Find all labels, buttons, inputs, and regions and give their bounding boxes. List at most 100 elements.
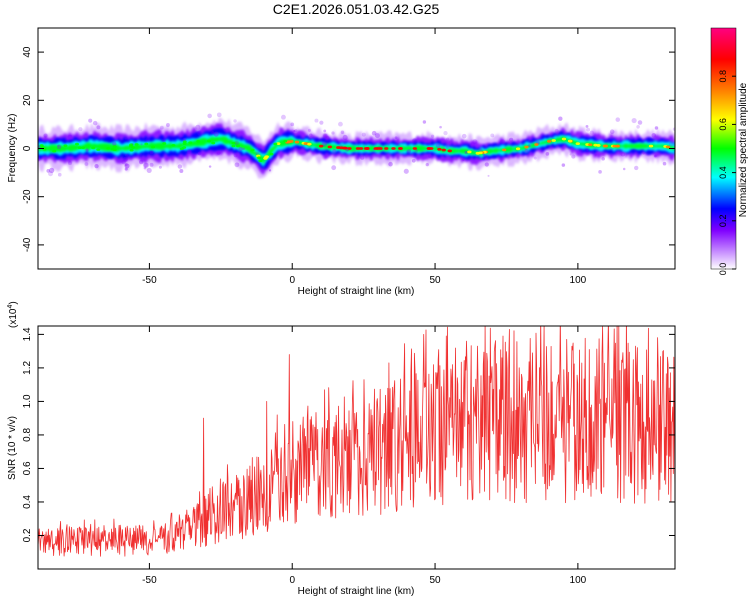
spectrogram-speckle (238, 146, 243, 152)
spectrogram-peak-spot (355, 147, 361, 150)
spectrogram-speckle (435, 143, 441, 149)
spectrogram-speckle (67, 161, 73, 166)
spectrogram-peak-spot (547, 139, 552, 143)
spectrogram-peak-spot (283, 139, 288, 143)
spectrogram-speckle (149, 162, 154, 167)
spectrogram-speckle (484, 162, 489, 167)
spectrogram-speckle (145, 137, 151, 142)
snr-multiplier-close: ) (8, 301, 19, 304)
spectrogram-speckle (309, 133, 313, 137)
spectrogram-speckle (138, 159, 144, 165)
spectrogram-speckle (361, 132, 366, 137)
spectrogram-speckle (533, 156, 537, 160)
spectrogram-peak-spot (561, 137, 567, 141)
spectrogram-speckle (439, 125, 442, 129)
spectrogram-speckle (216, 150, 221, 155)
spectrogram-heatmap (38, 112, 675, 179)
spectrogram-speckle (255, 151, 260, 156)
spectrogram-speckle (422, 120, 427, 124)
spectrogram-speckle (637, 120, 643, 125)
snr-panel: -50 0 50 100 0.2 0.4 0.6 0.8 1.0 1.2 1.4 Height o… (7, 301, 676, 597)
spectrogram-peak-spot (110, 147, 115, 151)
spectrogram-speckle (233, 119, 237, 123)
spectrogram-speckle (213, 131, 219, 137)
spectrogram-speckle (43, 133, 48, 138)
spectrogram-speckle (662, 161, 667, 166)
colorbar-tick-label: 0.6 (718, 118, 728, 131)
spectrogram-peak-spot (162, 142, 167, 145)
spectrogram-peak-spot (596, 144, 601, 147)
snr-multiplier: (x104) (7, 301, 19, 328)
spectrogram-speckle (651, 133, 656, 138)
spectrogram-peak-spot (40, 145, 45, 149)
spectrogram-speckle (307, 128, 311, 132)
spectrogram-speckle (46, 169, 51, 173)
spectrogram-speckle (554, 128, 559, 134)
spectrogram-peak-spot (501, 148, 507, 152)
spectrogram-speckle (360, 155, 365, 160)
snr-y-ticks: 0.2 0.4 0.6 0.8 1.0 1.2 1.4 (22, 327, 675, 542)
spectrogram-speckle (67, 134, 73, 140)
spectrogram-speckle (586, 148, 589, 151)
spectrogram-speckle (146, 167, 152, 173)
spectrogram-peak-spot (235, 144, 240, 148)
spectrogram-speckle (211, 131, 215, 135)
spectrogram-peak-spot (91, 146, 96, 150)
spectrogram-peak-spot (575, 142, 580, 146)
spectrogram-speckle (197, 151, 202, 156)
figure-title: C2E1.2026.051.03.42.G25 (273, 1, 440, 17)
spectrogram-speckle (500, 139, 506, 145)
spectrogram-speckle (85, 148, 89, 152)
spectrogram-peak-spot (231, 144, 236, 148)
spectrogram-speckle (216, 112, 222, 118)
snr-multiplier-exponent: 4 (7, 305, 14, 309)
spectrogram-speckle (571, 154, 576, 159)
spectrogram-speckle (143, 162, 149, 168)
spectrogram-speckle (290, 122, 295, 127)
spectrogram-speckle (124, 163, 130, 169)
spectrogram-peak-spot (336, 146, 341, 149)
spectrogram-speckle (177, 164, 183, 169)
spectrogram-peak-spot (391, 147, 396, 150)
snr-series-line (38, 326, 675, 557)
spectrogram-speckle (668, 141, 674, 147)
spectrogram-speckle (620, 151, 626, 157)
spectrogram-speckle (443, 131, 448, 136)
spectrogram-speckle (143, 166, 147, 170)
spectrogram-peak-spot (188, 141, 193, 144)
spectrogram-speckle (207, 113, 212, 119)
spectrogram-speckle (186, 149, 192, 154)
spectrogram-speckle (319, 120, 324, 125)
colorbar-tick-label: 0.0 (718, 263, 728, 276)
spectrogram-peak-spot (63, 144, 68, 148)
spectrogram-peak-spot (524, 145, 529, 149)
spectrogram-speckle (371, 130, 377, 136)
spectrogram-panel: -50 0 50 100 -40 -20 0 20 40 Height of straight… (7, 27, 676, 297)
spectrogram-speckle (294, 129, 298, 133)
spectrogram-speckle (374, 133, 380, 139)
spectrogram-speckle (406, 149, 412, 154)
spectrogram-peak-spot (77, 146, 82, 150)
spectrogram-speckle (446, 137, 450, 141)
spectrogram-speckle (233, 153, 238, 158)
spectrogram-speckle (338, 121, 343, 127)
spectrogram-speckle (589, 130, 594, 135)
spectrogram-peak-spot (307, 142, 312, 146)
snr-multiplier-base: (x10 (8, 308, 19, 328)
spectrogram-speckle (96, 125, 101, 130)
spectrogram-peak-spot (648, 144, 654, 148)
spectrogram-speckle (124, 137, 128, 140)
spectrogram-speckle (92, 120, 98, 126)
colorbar-tick-label: 0.2 (718, 215, 728, 228)
spectrogram-peak-spot (375, 147, 380, 150)
spectrogram-speckle (445, 146, 449, 149)
spectrogram-speckle (323, 129, 327, 133)
spectrogram-speckle (325, 136, 330, 140)
spectrogram-peak-spot (144, 142, 149, 146)
colorbar: 0.0 0.2 0.4 0.6 0.8 Normalized spectral ampl… (710, 27, 749, 276)
snr-x-ticks: -50 0 50 100 (142, 326, 587, 586)
spectrogram-peak-spot (567, 139, 573, 143)
spectrogram-peak-spot (151, 145, 156, 149)
spectrogram-peak-spot (179, 147, 184, 151)
